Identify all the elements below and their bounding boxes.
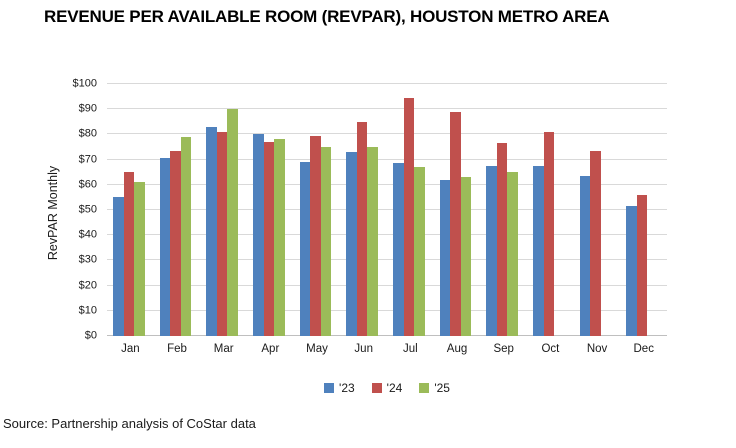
gridline — [107, 108, 667, 110]
bar-24-nov — [590, 150, 601, 336]
y-tick-label: $60 — [78, 178, 97, 191]
legend-swatch-icon — [371, 383, 382, 393]
x-tick-label-jan: Jan — [121, 343, 140, 355]
bar-23-dec — [626, 206, 637, 336]
bar-23-aug — [439, 179, 451, 336]
bar-25-jul — [414, 167, 425, 336]
legend-item-25: '25 — [419, 381, 450, 395]
bar-24-jun — [356, 121, 368, 336]
legend-label: '24 — [386, 381, 403, 395]
bar-25-aug — [460, 177, 472, 336]
bar-23-apr — [253, 134, 264, 336]
bar-24-mar — [216, 131, 228, 336]
bar-24-jul — [403, 97, 415, 336]
y-tick-label: $10 — [78, 304, 97, 317]
bar-group-aug — [434, 84, 481, 336]
bar-25-apr — [274, 139, 285, 336]
legend-label: '25 — [434, 381, 450, 395]
plot-area — [107, 83, 667, 336]
x-tick-label-feb: Feb — [167, 343, 187, 355]
bar-group-may — [294, 84, 341, 336]
gridline — [107, 284, 667, 286]
legend-label: '23 — [339, 381, 355, 395]
bar-23-sep — [486, 165, 497, 336]
bar-group-oct — [527, 84, 574, 336]
bar-24-dec — [636, 194, 648, 336]
x-tick-label-jul: Jul — [403, 343, 418, 355]
bar-group-feb — [154, 84, 201, 336]
bar-25-sep — [507, 172, 518, 336]
bar-23-jun — [346, 152, 357, 336]
gridline — [107, 83, 667, 84]
y-axis-labels: $0 $10 $20 $30 $40 $50 $60 $70 $80 $90 $100 — [0, 78, 97, 341]
bar-23-jan — [113, 197, 124, 336]
legend-item-23: '23 — [324, 381, 355, 395]
x-tick-label-nov: Nov — [586, 343, 608, 355]
x-tick-label-oct: Oct — [541, 343, 560, 355]
bar-24-feb — [170, 150, 181, 336]
bar-group-apr — [247, 84, 294, 336]
bar-group-mar — [200, 84, 247, 336]
bar-24-jan — [123, 172, 134, 336]
y-tick-label: $40 — [78, 228, 97, 241]
bar-23-may — [299, 162, 311, 336]
x-tick-label-jun: Jun — [354, 343, 373, 355]
bar-23-mar — [206, 126, 217, 336]
bar-23-nov — [579, 175, 591, 336]
bar-group-dec — [620, 84, 667, 336]
x-tick-label-sep: Sep — [493, 343, 514, 355]
y-tick-label: $70 — [78, 153, 97, 166]
source-note: Source: Partnership analysis of CoStar d… — [3, 416, 256, 431]
legend: '23 '24 '25 — [107, 381, 667, 395]
chart-title: REVENUE PER AVAILABLE ROOM (REVPAR), HOU… — [44, 7, 610, 26]
gridline — [107, 259, 667, 261]
bar-25-feb — [180, 136, 192, 336]
bar-25-may — [320, 147, 332, 336]
bar-23-feb — [159, 158, 171, 336]
gridline — [107, 309, 667, 311]
legend-swatch-icon — [324, 383, 335, 393]
bar-24-oct — [543, 131, 555, 336]
legend-item-24: '24 — [371, 381, 403, 395]
x-tick-label-apr: Apr — [261, 343, 280, 355]
y-tick-label: $80 — [78, 127, 97, 140]
bar-25-jun — [367, 147, 378, 336]
gridline — [107, 234, 667, 236]
x-axis-labels: Jan Feb Mar Apr May Jun Jul Aug Sep Oct Nov Dec — [107, 343, 667, 355]
legend-swatch-icon — [419, 383, 430, 393]
bar-23-jul — [393, 163, 404, 336]
bar-25-jan — [134, 182, 145, 336]
gridline — [107, 158, 667, 160]
bar-24-sep — [496, 143, 508, 336]
gridline — [107, 209, 667, 210]
bar-group-nov — [574, 84, 621, 336]
bar-group-jul — [387, 84, 434, 336]
x-tick-label-may: May — [306, 343, 328, 355]
bars — [107, 84, 667, 336]
bar-group-jan — [107, 84, 154, 336]
y-tick-label: $50 — [78, 203, 97, 216]
bar-group-sep — [480, 84, 527, 336]
gridline — [107, 133, 667, 135]
bar-group-jun — [340, 84, 387, 336]
bar-24-apr — [263, 141, 275, 336]
y-tick-label: $100 — [72, 77, 97, 90]
y-tick-label: $20 — [78, 279, 97, 292]
y-tick-label: $0 — [84, 329, 97, 342]
bar-24-aug — [450, 111, 461, 336]
bar-24-may — [310, 135, 321, 336]
gridline — [107, 183, 667, 185]
x-tick-label-dec: Dec — [633, 343, 654, 355]
bar-25-mar — [227, 109, 238, 336]
y-tick-label: $30 — [78, 253, 97, 266]
x-tick-label-aug: Aug — [446, 343, 468, 355]
x-tick-label-mar: Mar — [213, 343, 234, 355]
y-tick-label: $90 — [78, 102, 97, 115]
x-axis-line — [107, 335, 667, 336]
bar-23-oct — [533, 165, 544, 336]
